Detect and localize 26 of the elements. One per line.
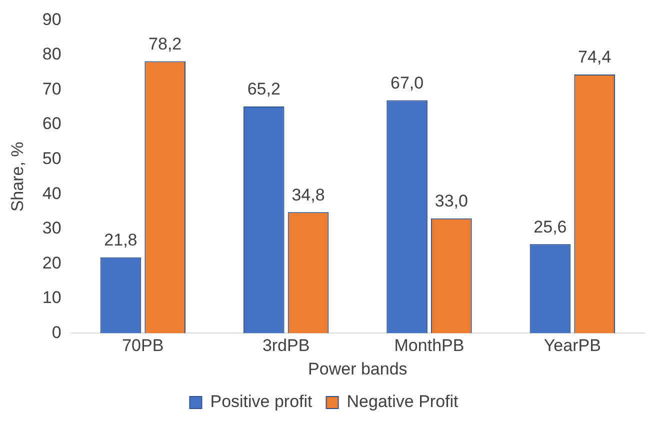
data-label: 67,0 <box>390 73 424 92</box>
data-label: 34,8 <box>292 185 325 204</box>
data-label: 65,2 <box>247 80 280 99</box>
x-tick-label: 70PB <box>122 336 164 356</box>
data-label: 21,8 <box>104 230 138 250</box>
data-label: 74,4 <box>578 48 612 67</box>
x-tick-label: MonthPB <box>394 336 464 356</box>
y-tick-label: 50 <box>42 149 62 168</box>
y-tick-label: 20 <box>42 253 62 272</box>
x-axis-title: Power bands <box>308 359 408 378</box>
y-tick-label: 80 <box>42 44 62 64</box>
legend-label: Negative Profit <box>346 392 459 412</box>
y-tick-label: 10 <box>42 288 62 308</box>
y-tick-label: 60 <box>42 114 62 134</box>
y-axis-title: Share, % <box>8 142 27 212</box>
data-label: 25,6 <box>534 217 567 236</box>
data-label: 33,0 <box>434 192 468 211</box>
y-tick-label: 40 <box>42 184 62 203</box>
y-tick-label: 70 <box>42 79 62 98</box>
data-label: 78,2 <box>148 34 182 54</box>
x-tick-label: 3rdPB <box>262 336 310 356</box>
legend-label: Positive profit <box>210 392 313 412</box>
y-tick-label: 0 <box>52 322 62 342</box>
y-tick-label: 30 <box>42 218 62 238</box>
y-tick-label: 90 <box>42 10 62 29</box>
x-tick-label: YearPB <box>544 336 601 356</box>
